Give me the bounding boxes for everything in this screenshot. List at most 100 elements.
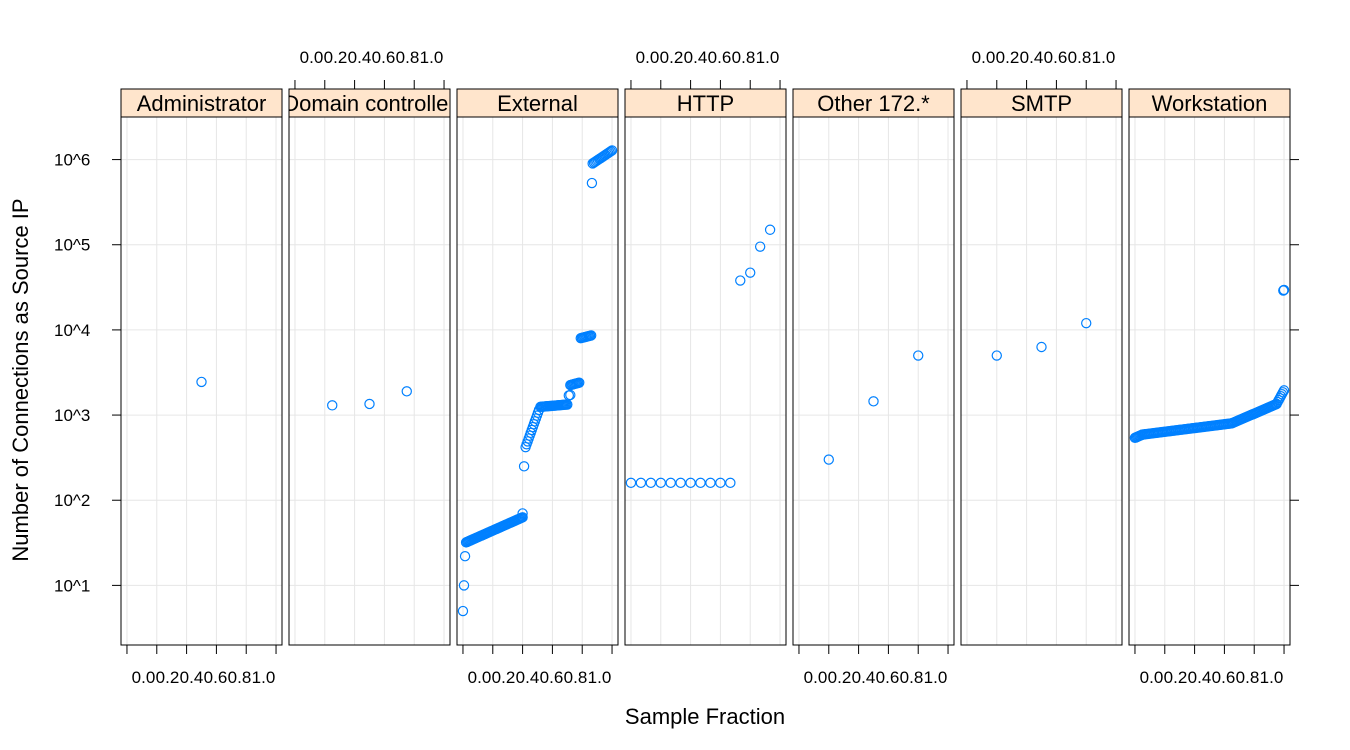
data-point	[585, 330, 597, 341]
data-point	[695, 477, 706, 489]
panel-strip	[288, 88, 451, 118]
data-point	[565, 389, 576, 401]
panel-strip	[792, 88, 955, 118]
panel-strip-label: Domain controller	[283, 91, 455, 116]
data-point	[459, 551, 471, 562]
x-tick-label: 0.8	[732, 48, 756, 67]
data-point	[754, 241, 766, 252]
data-point	[725, 477, 736, 489]
data-point	[1278, 385, 1290, 396]
x-tick-label: 0.8	[228, 668, 252, 687]
data-point	[1036, 341, 1047, 353]
x-tick-label: 0.8	[396, 48, 420, 67]
x-tick-label: 0.8	[1068, 48, 1092, 67]
x-tick-label: 0.4	[180, 668, 204, 687]
data-point	[574, 377, 585, 388]
panel-strip-label: Workstation	[1152, 91, 1268, 116]
data-point	[1277, 387, 1289, 398]
panel-frame	[624, 116, 787, 646]
data-point	[606, 145, 618, 156]
x-tick-label: 0.4	[852, 668, 876, 687]
panel-strip	[456, 88, 619, 118]
x-tick-label: 0.2	[660, 48, 684, 67]
x-tick-label: 0.6	[1044, 48, 1068, 67]
y-tick-label: 10^6	[54, 151, 90, 170]
x-tick-label: 0.6	[540, 668, 564, 687]
data-point	[625, 477, 637, 489]
x-tick-label: 0.4	[516, 668, 540, 687]
x-tick-label: 1.0	[252, 668, 276, 687]
x-tick-label: 0.0	[972, 48, 996, 67]
panel-frame	[1128, 116, 1291, 646]
data-point	[586, 177, 598, 189]
x-tick-label: 0.2	[996, 48, 1020, 67]
x-tick-label: 0.0	[804, 668, 828, 687]
x-tick-label: 0.6	[372, 48, 396, 67]
data-point	[364, 398, 375, 410]
data-point	[823, 454, 834, 465]
panel-strip	[960, 88, 1123, 118]
panel-frame	[960, 116, 1123, 646]
x-tick-label: 0.2	[156, 668, 180, 687]
y-axis-title: Number of Connections as Source IP	[8, 198, 33, 561]
x-tick-label: 0.4	[1188, 668, 1212, 687]
panel-strip	[120, 88, 283, 118]
data-point	[705, 477, 716, 489]
panel-strip-label: Other 172.*	[817, 91, 930, 116]
data-point	[457, 605, 469, 617]
panel-frame	[288, 116, 451, 646]
x-tick-label: 0.6	[204, 668, 228, 687]
x-tick-label: 0.4	[348, 48, 372, 67]
data-point	[715, 477, 726, 489]
y-tick-label: 10^2	[54, 491, 90, 510]
data-point	[655, 477, 666, 489]
x-tick-label: 0.0	[300, 48, 324, 67]
grid-lines	[121, 117, 1290, 645]
panel-strips: Administrator Domain controller External HT…	[120, 88, 1291, 118]
data-point	[401, 386, 412, 397]
panel-frame	[120, 116, 283, 646]
data-point	[196, 376, 207, 388]
x-tick-label: 1.0	[1260, 668, 1284, 687]
data-point	[517, 508, 528, 519]
panel-strip	[624, 88, 787, 118]
x-tick-label: 0.8	[564, 668, 588, 687]
panel-strip-label: SMTP	[1011, 91, 1072, 116]
x-tick-label: 0.0	[1140, 668, 1164, 687]
data-point	[764, 224, 776, 235]
y-tick-label: 10^3	[54, 406, 90, 425]
data-point	[1278, 284, 1290, 296]
x-axis-title: Sample Fraction	[625, 704, 785, 729]
data-point	[327, 400, 338, 411]
panel-frame	[456, 116, 619, 646]
x-tick-label: 0.6	[708, 48, 732, 67]
panel-strip-label: HTTP	[677, 91, 734, 116]
data-point	[685, 477, 696, 489]
data-point	[645, 477, 657, 489]
data-point	[868, 396, 879, 407]
x-tick-label: 0.0	[636, 48, 660, 67]
y-tick-label: 10^1	[54, 576, 90, 595]
data-point	[518, 461, 530, 472]
x-tick-label: 0.2	[324, 48, 348, 67]
x-tick-label: 1.0	[420, 48, 444, 67]
y-tick-label: 10^4	[54, 321, 90, 340]
data-point	[665, 477, 676, 489]
panel-strip-label: External	[497, 91, 578, 116]
y-tick-label: 10^5	[54, 236, 90, 255]
x-tick-label: 0.2	[1164, 668, 1188, 687]
data-point	[675, 477, 686, 489]
x-tick-label: 0.6	[1212, 668, 1236, 687]
data-point	[605, 146, 616, 157]
x-tick-label: 0.6	[876, 668, 900, 687]
data-point	[735, 275, 746, 286]
data-point	[913, 350, 924, 361]
x-tick-label: 0.8	[900, 668, 924, 687]
data-point	[517, 512, 528, 523]
x-tick-label: 1.0	[1092, 48, 1116, 67]
x-tick-label: 1.0	[924, 668, 948, 687]
x-tick-label: 0.2	[492, 668, 516, 687]
panel-strip	[1128, 88, 1291, 118]
x-tick-label: 1.0	[756, 48, 780, 67]
